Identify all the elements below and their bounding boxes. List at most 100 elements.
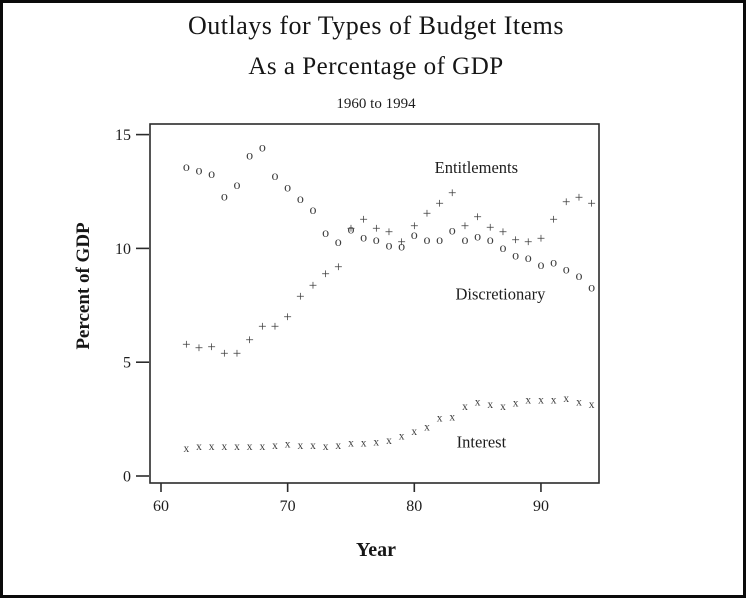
data-point-interest: x [323,441,329,453]
data-point-entitlements: + [587,196,595,212]
data-point-entitlements: + [537,231,545,247]
data-point-discretionary: o [297,192,304,207]
series-label-discretionary: Discretionary [456,284,547,303]
data-point-discretionary: o [563,262,570,277]
data-point-discretionary: o [423,233,430,248]
x-tick-label: 90 [533,498,549,515]
data-point-discretionary: o [347,223,354,238]
y-tick-label: 5 [123,355,131,372]
data-point-discretionary: o [183,160,190,175]
data-point-interest: x [183,443,189,455]
data-point-entitlements: + [385,224,393,240]
data-point-entitlements: + [562,195,570,211]
data-point-discretionary: o [322,226,329,241]
data-point-interest: x [411,426,417,438]
data-point-entitlements: + [271,319,279,335]
data-point-interest: x [247,441,253,453]
x-tick-label: 80 [406,498,422,515]
data-point-interest: x [348,437,354,449]
data-point-entitlements: + [499,224,507,240]
data-point-discretionary: o [360,231,367,246]
x-axis-label: Year [356,539,396,561]
data-point-entitlements: + [334,260,342,276]
data-point-interest: x [538,394,544,406]
data-point-interest: x [475,397,481,409]
data-point-entitlements: + [435,196,443,212]
y-tick-label: 0 [123,469,131,486]
x-tick-label: 60 [153,498,169,515]
data-point-entitlements: + [207,339,215,355]
data-point-discretionary: o [512,249,519,264]
data-point-interest: x [576,397,582,409]
data-point-discretionary: o [411,228,418,243]
data-point-entitlements: + [549,212,557,228]
series-label-entitlements: Entitlements [435,158,518,177]
data-point-entitlements: + [195,340,203,356]
data-point-interest: x [335,440,341,452]
data-point-entitlements: + [245,332,253,348]
data-point-interest: x [462,401,468,413]
y-tick-label: 10 [115,241,131,258]
data-point-discretionary: o [525,251,532,266]
data-point-discretionary: o [373,233,380,248]
data-point-entitlements: + [575,190,583,206]
data-point-entitlements: + [347,221,355,237]
data-point-discretionary: o [474,229,481,244]
data-point-discretionary: o [436,233,443,248]
chart-title-line2: As a Percentage of GDP [248,53,504,80]
data-point-discretionary: o [575,269,582,284]
data-point-entitlements: + [283,310,291,326]
data-point-interest: x [386,435,392,447]
data-point-discretionary: o [284,180,291,195]
data-point-discretionary: o [208,167,215,182]
data-point-entitlements: + [258,319,266,335]
data-point-interest: x [551,394,557,406]
data-point-interest: x [221,441,227,453]
data-point-entitlements: + [410,219,418,235]
data-point-discretionary: o [221,190,228,205]
data-point-interest: x [297,440,303,452]
data-point-discretionary: o [246,149,253,164]
data-point-interest: x [487,399,493,411]
data-point-entitlements: + [233,346,241,362]
data-point-interest: x [437,412,443,424]
series-label-interest: Interest [457,432,507,451]
data-point-entitlements: + [321,266,329,282]
data-point-entitlements: + [448,186,456,202]
data-point-discretionary: o [550,256,557,271]
data-point-entitlements: + [423,206,431,222]
data-point-interest: x [449,411,455,423]
data-point-entitlements: + [397,235,405,251]
data-point-discretionary: o [309,203,316,218]
plot-frame [149,123,600,484]
data-point-interest: x [234,441,240,453]
data-point-interest: x [424,422,430,434]
data-point-entitlements: + [372,221,380,237]
data-point-interest: x [310,440,316,452]
data-point-interest: x [285,439,291,451]
data-point-discretionary: o [335,235,342,250]
data-point-discretionary: o [195,163,202,178]
data-point-interest: x [399,431,405,443]
data-point-entitlements: + [309,278,317,294]
data-point-interest: x [589,399,595,411]
data-point-discretionary: o [259,141,266,156]
data-point-interest: x [500,401,506,413]
data-point-interest: x [196,441,202,453]
data-point-interest: x [259,441,265,453]
data-point-discretionary: o [385,238,392,253]
data-point-interest: x [563,393,569,405]
data-point-entitlements: + [296,289,304,305]
data-point-discretionary: o [537,258,544,273]
data-point-discretionary: o [271,169,278,184]
data-point-entitlements: + [511,232,519,248]
chart-title-line1: Outlays for Types of Budget Items [188,11,564,40]
data-point-entitlements: + [473,210,481,226]
data-point-entitlements: + [486,220,494,236]
data-point-interest: x [373,436,379,448]
data-point-discretionary: o [398,240,405,255]
data-point-interest: x [272,440,278,452]
data-point-interest: x [513,398,519,410]
y-tick-label: 15 [115,127,131,144]
